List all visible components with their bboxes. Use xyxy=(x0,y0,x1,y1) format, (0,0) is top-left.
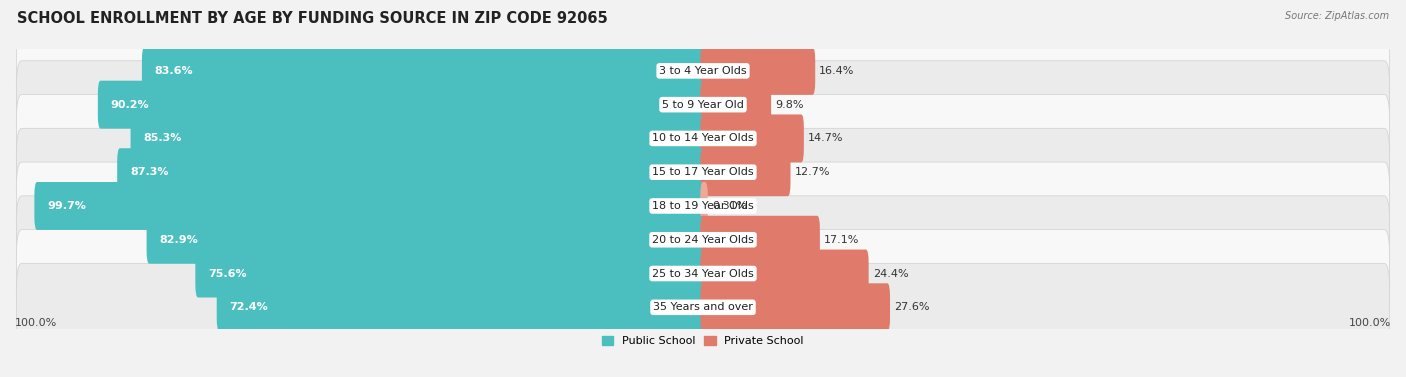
Text: 14.7%: 14.7% xyxy=(808,133,844,143)
Legend: Public School, Private School: Public School, Private School xyxy=(602,336,804,346)
Text: 100.0%: 100.0% xyxy=(15,318,58,328)
FancyBboxPatch shape xyxy=(700,284,890,331)
Text: 75.6%: 75.6% xyxy=(208,268,246,279)
Text: 100.0%: 100.0% xyxy=(1348,318,1391,328)
Text: Source: ZipAtlas.com: Source: ZipAtlas.com xyxy=(1285,11,1389,21)
FancyBboxPatch shape xyxy=(131,115,706,162)
Text: SCHOOL ENROLLMENT BY AGE BY FUNDING SOURCE IN ZIP CODE 92065: SCHOOL ENROLLMENT BY AGE BY FUNDING SOUR… xyxy=(17,11,607,26)
Text: 85.3%: 85.3% xyxy=(143,133,181,143)
Text: 25 to 34 Year Olds: 25 to 34 Year Olds xyxy=(652,268,754,279)
Text: 99.7%: 99.7% xyxy=(46,201,86,211)
FancyBboxPatch shape xyxy=(17,230,1389,317)
FancyBboxPatch shape xyxy=(700,250,869,297)
Text: 83.6%: 83.6% xyxy=(155,66,193,76)
FancyBboxPatch shape xyxy=(700,115,804,162)
Text: 20 to 24 Year Olds: 20 to 24 Year Olds xyxy=(652,235,754,245)
FancyBboxPatch shape xyxy=(700,47,815,95)
FancyBboxPatch shape xyxy=(217,284,706,331)
FancyBboxPatch shape xyxy=(195,250,706,297)
FancyBboxPatch shape xyxy=(17,264,1389,351)
FancyBboxPatch shape xyxy=(142,47,706,95)
Text: 9.8%: 9.8% xyxy=(775,100,804,110)
FancyBboxPatch shape xyxy=(700,81,770,129)
FancyBboxPatch shape xyxy=(17,27,1389,115)
Text: 90.2%: 90.2% xyxy=(111,100,149,110)
Text: 10 to 14 Year Olds: 10 to 14 Year Olds xyxy=(652,133,754,143)
FancyBboxPatch shape xyxy=(117,148,706,196)
Text: 82.9%: 82.9% xyxy=(159,235,198,245)
Text: 3 to 4 Year Olds: 3 to 4 Year Olds xyxy=(659,66,747,76)
FancyBboxPatch shape xyxy=(700,182,707,230)
Text: 16.4%: 16.4% xyxy=(820,66,855,76)
Text: 24.4%: 24.4% xyxy=(873,268,908,279)
Text: 17.1%: 17.1% xyxy=(824,235,859,245)
FancyBboxPatch shape xyxy=(34,182,706,230)
FancyBboxPatch shape xyxy=(17,61,1389,149)
FancyBboxPatch shape xyxy=(700,148,790,196)
Text: 15 to 17 Year Olds: 15 to 17 Year Olds xyxy=(652,167,754,177)
Text: 0.31%: 0.31% xyxy=(711,201,747,211)
FancyBboxPatch shape xyxy=(146,216,706,264)
Text: 35 Years and over: 35 Years and over xyxy=(652,302,754,312)
FancyBboxPatch shape xyxy=(17,162,1389,250)
FancyBboxPatch shape xyxy=(17,95,1389,182)
Text: 12.7%: 12.7% xyxy=(794,167,830,177)
FancyBboxPatch shape xyxy=(700,216,820,264)
FancyBboxPatch shape xyxy=(17,128,1389,216)
Text: 27.6%: 27.6% xyxy=(894,302,929,312)
FancyBboxPatch shape xyxy=(17,196,1389,284)
Text: 87.3%: 87.3% xyxy=(129,167,169,177)
FancyBboxPatch shape xyxy=(98,81,706,129)
Text: 18 to 19 Year Olds: 18 to 19 Year Olds xyxy=(652,201,754,211)
Text: 72.4%: 72.4% xyxy=(229,302,269,312)
Text: 5 to 9 Year Old: 5 to 9 Year Old xyxy=(662,100,744,110)
